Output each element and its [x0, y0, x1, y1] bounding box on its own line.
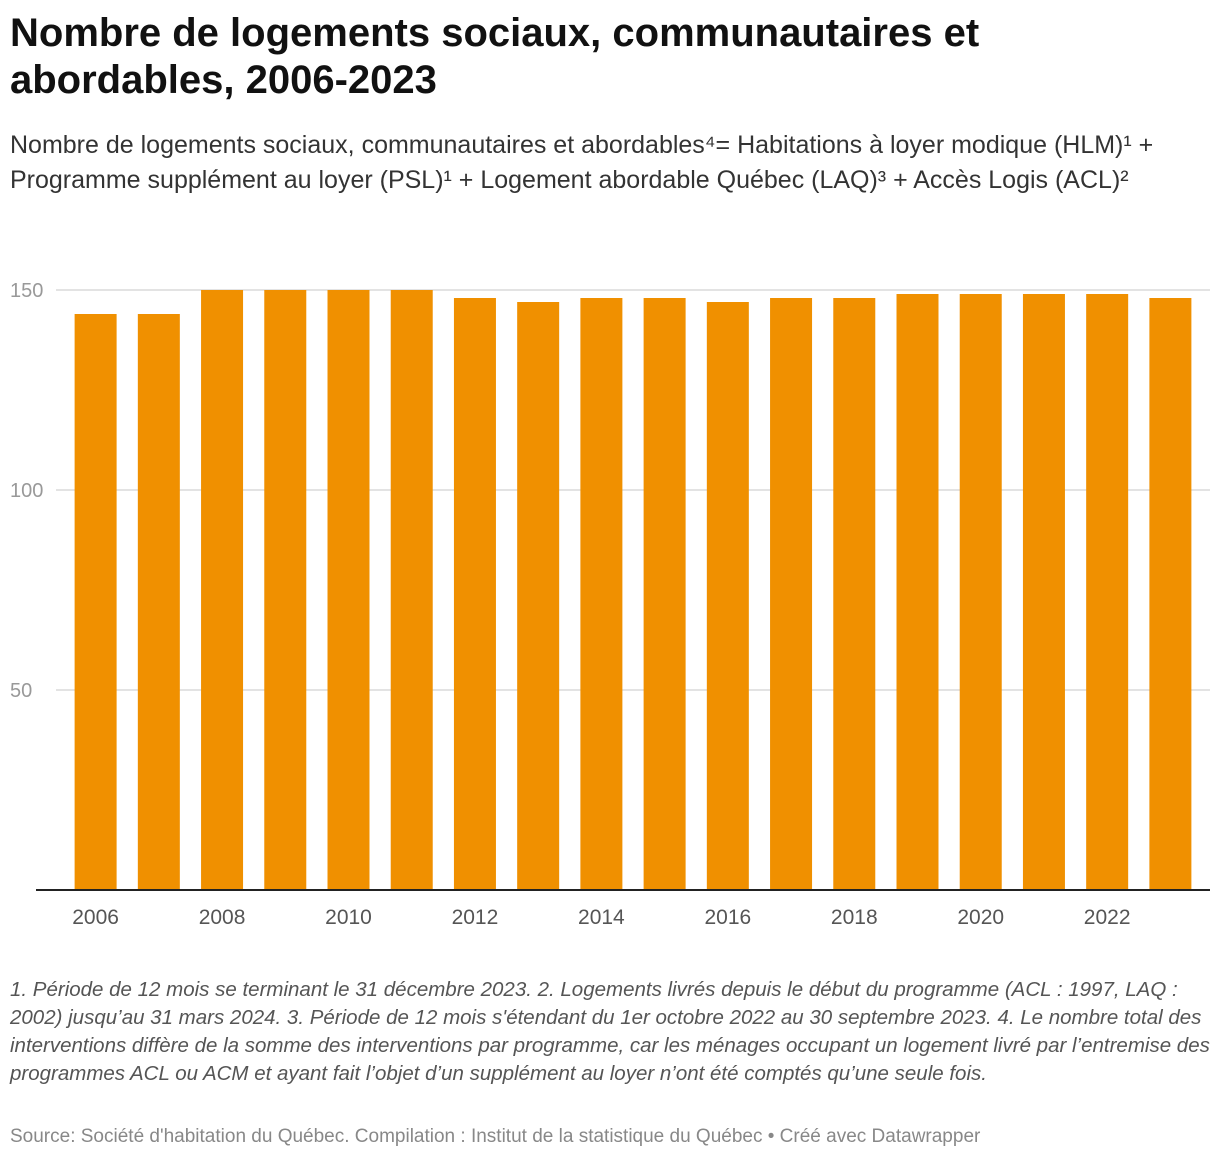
bar-2006: [74, 314, 117, 890]
bar-2013: [517, 302, 560, 890]
footnotes: 1. Période de 12 mois se terminant le 31…: [10, 978, 1210, 1085]
x-tick-label: 2008: [199, 906, 246, 929]
bar-2022: [1086, 294, 1129, 890]
bar-2008: [201, 290, 244, 890]
x-tick-label: 2012: [452, 906, 499, 929]
bar-2020: [959, 294, 1002, 890]
x-tick-label: 2022: [1084, 906, 1131, 929]
bar-2007: [137, 314, 180, 890]
y-tick-label: 50: [10, 680, 32, 702]
bar-2021: [1022, 294, 1065, 890]
bar-2012: [453, 298, 496, 890]
bar-2015: [643, 298, 686, 890]
x-tick-label: 2006: [72, 906, 119, 929]
x-tick-label: 2018: [831, 906, 878, 929]
bar-2023: [1149, 298, 1192, 890]
y-tick-bg: [8, 678, 56, 702]
source-line: Source: Société d'habitation du Québec. …: [10, 1126, 981, 1147]
x-tick-label: 2014: [578, 906, 625, 929]
chart-title: Nombre de logements sociaux, communautai…: [10, 11, 980, 102]
bar-2019: [896, 294, 939, 890]
x-tick-label: 2010: [325, 906, 372, 929]
bar-2014: [580, 298, 623, 890]
bar-2010: [327, 290, 370, 890]
chart-subtitle: Nombre de logements sociaux, communautai…: [10, 131, 1154, 194]
y-tick-bg: [8, 278, 56, 302]
bar-2016: [706, 302, 749, 890]
y-tick-label: 150: [10, 280, 43, 302]
bar-2017: [770, 298, 813, 890]
y-tick-bg: [8, 478, 56, 502]
y-tick-label: 100: [10, 480, 43, 502]
x-tick-label: 2016: [704, 906, 751, 929]
bar-chart: 50 100 150 2006 2008 2010 2012 2014 2016 2018 2020…: [8, 278, 1210, 929]
bar-2009: [264, 290, 307, 890]
x-tick-label: 2020: [957, 906, 1004, 929]
bar-2011: [390, 290, 433, 890]
bar-2018: [833, 298, 876, 890]
